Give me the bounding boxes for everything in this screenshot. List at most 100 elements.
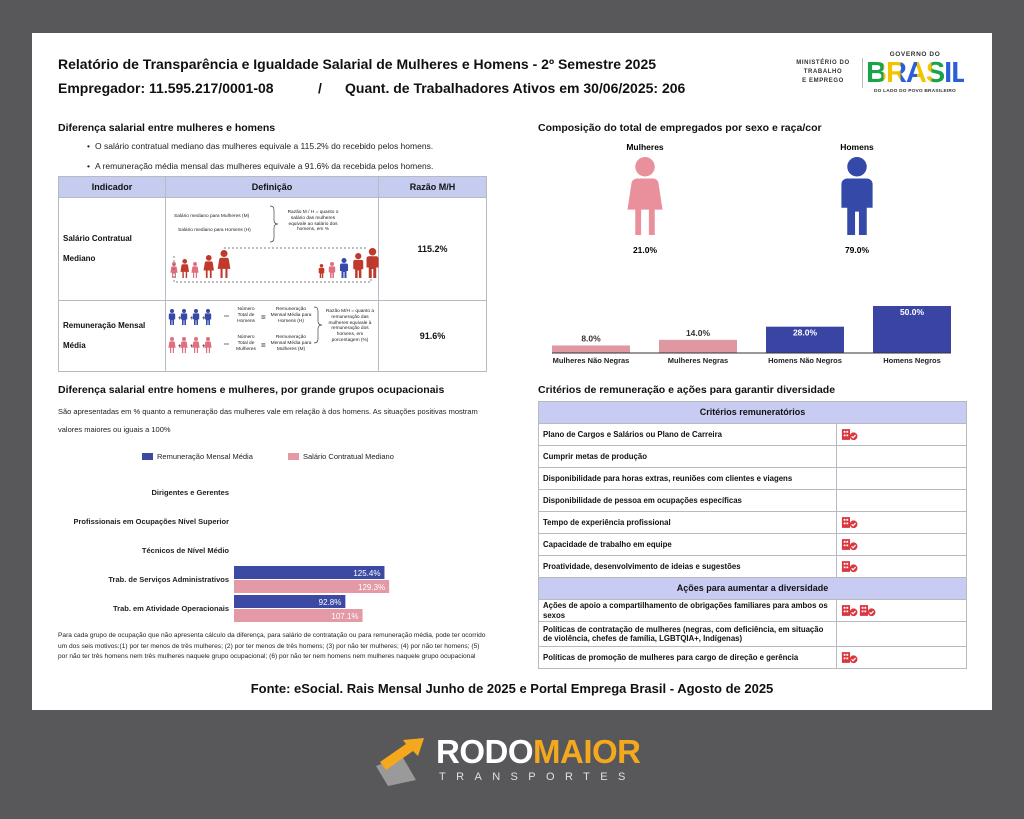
bar bbox=[234, 580, 390, 593]
group-share: 21.0% bbox=[632, 245, 658, 255]
criteria-row: Capacidade de trabalho em equipe bbox=[538, 533, 967, 556]
section-row: Critérios remuneratórios bbox=[538, 401, 967, 424]
adopted-icon bbox=[841, 516, 859, 529]
icon-shape bbox=[841, 560, 859, 573]
definition-label: Salário mediano para Homens (H) bbox=[178, 228, 251, 233]
category-label: Profissionais em Ocupações Nível Superio… bbox=[74, 517, 230, 526]
icon-group bbox=[841, 516, 859, 529]
ministry-line: TRABALHO bbox=[803, 69, 843, 75]
equals: = bbox=[261, 313, 266, 322]
icon-shape bbox=[841, 604, 859, 617]
definition-note: Razão M / H = quanto o salário das mulhe… bbox=[287, 210, 339, 233]
gap-table: Indicador Definição Razão M/H Salário Contr… bbox=[58, 176, 487, 372]
figure bbox=[841, 157, 873, 235]
group-figure bbox=[841, 157, 873, 235]
category-label: Homens Negros bbox=[883, 356, 941, 365]
definition-label: Remuneração Mensal Média para Homens (H) bbox=[270, 307, 312, 324]
ministry-line: MINISTÉRIO DO bbox=[796, 60, 850, 66]
criteria-text: Capacidade de trabalho em equipe bbox=[538, 533, 837, 556]
brand-arrow bbox=[380, 738, 424, 770]
criteria-row: Cumprir metas de produção bbox=[538, 445, 967, 468]
value-label: 8.0% bbox=[581, 333, 601, 343]
legend-label: Salário Contratual Mediano bbox=[303, 452, 394, 461]
legend-label: Remuneração Mensal Média bbox=[157, 452, 254, 461]
icon-cell bbox=[836, 445, 967, 468]
figure bbox=[180, 337, 188, 353]
header-row: Indicador Definição Razão M/H bbox=[58, 176, 487, 198]
adopted-icon bbox=[859, 604, 877, 617]
figure bbox=[318, 264, 325, 278]
value-label: 92.8% bbox=[319, 598, 342, 607]
definition-label: Remuneração Mensal Média para Mulheres (… bbox=[270, 335, 312, 352]
dashed-link bbox=[173, 247, 372, 283]
indicator: Remuneração Mensal Média bbox=[58, 300, 166, 372]
chart-subtitle: São apresentadas em % quanto a remuneraç… bbox=[58, 407, 478, 434]
criteria-text: Proatividade, desenvolvimento de ideias … bbox=[538, 555, 837, 578]
figure bbox=[340, 258, 348, 278]
indicator: Salário Contratual Mediano bbox=[58, 197, 166, 301]
section-title: Diferença salarial entre mulheres e home… bbox=[58, 122, 276, 134]
employer: Empregador: 11.595.217/0001-08 bbox=[58, 80, 274, 96]
column-header: Definição bbox=[165, 176, 379, 198]
equals: = bbox=[261, 341, 266, 350]
separator: / bbox=[318, 80, 322, 96]
icon-cell bbox=[836, 511, 967, 534]
icon-shape bbox=[841, 516, 859, 529]
icon-group bbox=[841, 604, 877, 617]
criteria-row: Proatividade, desenvolvimento de ideias … bbox=[538, 555, 967, 578]
brand-icon bbox=[376, 738, 424, 786]
source: Fonte: eSocial. Rais Mensal Junho de 202… bbox=[250, 681, 774, 696]
definition-diagram: Salário mediano para Mulheres (M) Salário… bbox=[166, 198, 379, 300]
criteria-text: Disponibilidade de pessoa em ocupações e… bbox=[538, 489, 837, 512]
diagram-art bbox=[170, 205, 379, 283]
category-label: Trab. de Serviços Administrativos bbox=[108, 575, 229, 584]
icon-cell bbox=[836, 621, 967, 647]
icon-cell bbox=[836, 467, 967, 490]
definition: Salário mediano para Mulheres (M) Salário… bbox=[165, 197, 379, 301]
brace bbox=[269, 205, 279, 243]
bar bbox=[873, 306, 951, 353]
brand-name: RODOMAIOR bbox=[436, 733, 641, 771]
diagram-art: + + + = + + + = bbox=[168, 306, 323, 353]
legend-swatch bbox=[142, 453, 153, 460]
definition: + + + = + + + = Número Total de Homens Remuneraçã… bbox=[165, 300, 379, 372]
value-label: 107.1% bbox=[331, 612, 358, 621]
figure bbox=[353, 253, 364, 278]
adopted-icon bbox=[841, 651, 859, 664]
adopted-icon bbox=[841, 538, 859, 551]
icon-group bbox=[841, 428, 859, 441]
logo-divider bbox=[862, 58, 863, 88]
bar bbox=[234, 609, 363, 622]
value-label: 125.4% bbox=[353, 569, 380, 578]
figure bbox=[204, 309, 212, 325]
adopted-icon bbox=[841, 604, 859, 617]
criteria-row: Disponibilidade de pessoa em ocupações e… bbox=[538, 489, 967, 512]
figure bbox=[204, 337, 212, 353]
icon-cell bbox=[836, 646, 967, 669]
value-label: 14.0% bbox=[686, 328, 711, 338]
category-label: Dirigentes e Gerentes bbox=[151, 488, 229, 497]
report-title: Relatório de Transparência e Igualdade S… bbox=[58, 56, 657, 72]
definition-diagram: + + + = + + + = Número Total de Homens Remuneraçã… bbox=[166, 301, 379, 371]
criteria-table: Critérios remuneratórios Plano de Cargos … bbox=[538, 401, 967, 669]
criteria-row: Tempo de experiência profissional bbox=[538, 511, 967, 534]
criteria-row: Políticas de contratação de mulheres (ne… bbox=[538, 621, 967, 647]
figure bbox=[191, 262, 199, 278]
bar bbox=[234, 566, 385, 579]
bar bbox=[552, 345, 630, 353]
gov-slogan: DO LADO DO POVO BRASILEIRO bbox=[874, 89, 956, 94]
bar bbox=[766, 326, 844, 353]
ratio: 91.6% bbox=[378, 300, 487, 372]
category-label: Trab. em Atividade Operacionais bbox=[113, 604, 229, 613]
plus: + bbox=[202, 316, 206, 322]
plus: + bbox=[190, 344, 194, 350]
figure bbox=[627, 157, 663, 235]
criteria-text: Disponibilidade para horas extras, reuni… bbox=[538, 467, 837, 490]
icon-cell bbox=[836, 489, 967, 512]
criteria-text: Cumprir metas de produção bbox=[538, 445, 837, 468]
icon-cell bbox=[836, 599, 967, 622]
icon-shape bbox=[841, 538, 859, 551]
icon-group bbox=[841, 538, 859, 551]
value-label: 28.0% bbox=[793, 328, 818, 338]
composition-chart: 8.0% Mulheres Não Negras 14.0% Mulheres Neg… bbox=[552, 306, 951, 365]
